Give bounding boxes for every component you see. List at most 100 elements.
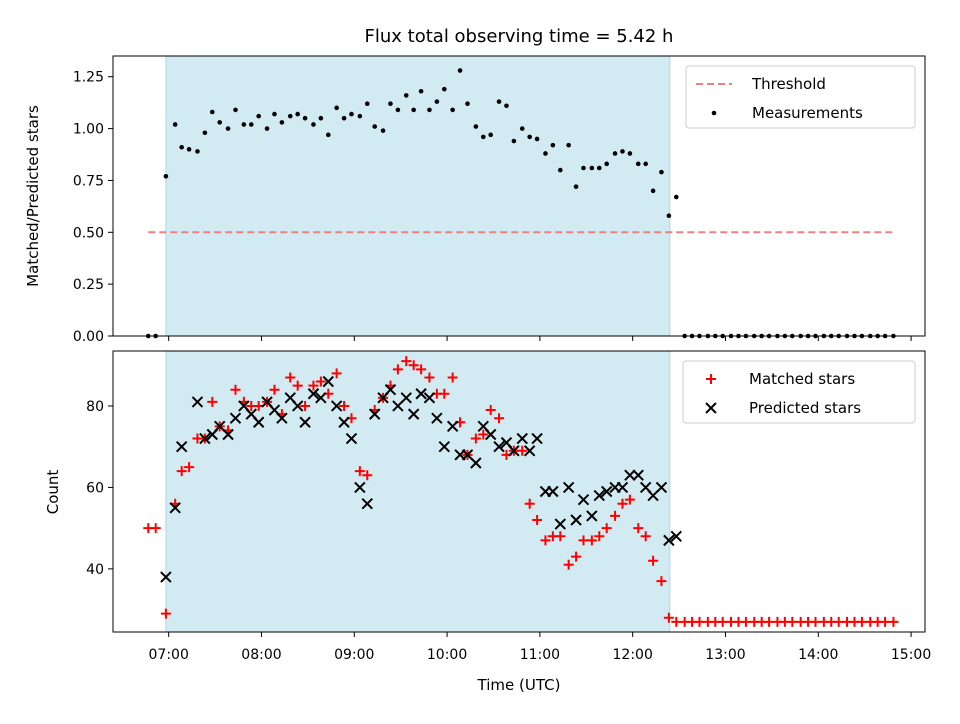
data-point	[447, 372, 458, 383]
data-point	[543, 151, 548, 156]
data-point	[411, 107, 416, 113]
data-point	[694, 616, 705, 627]
x-axis-label: Time (UTC)	[477, 676, 561, 694]
data-point	[643, 161, 648, 167]
data-point	[150, 523, 161, 534]
axes-frame	[112, 55, 926, 337]
data-point	[403, 93, 409, 98]
data-point	[511, 138, 517, 144]
data-point	[648, 555, 659, 566]
data-point	[372, 124, 377, 129]
x-tick-label: 13:00	[705, 647, 745, 663]
data-point	[717, 616, 728, 627]
data-point	[191, 396, 204, 408]
legend-label: Predicted stars	[749, 399, 861, 417]
data-point	[380, 128, 386, 133]
x-tick-label: 07:00	[149, 647, 189, 663]
chart-title: Flux total observing time = 5.42 h	[365, 26, 674, 47]
data-point	[880, 616, 891, 627]
data-point	[207, 396, 218, 407]
data-point	[616, 481, 629, 494]
data-point	[291, 400, 304, 412]
x-tick-label: 14:00	[798, 647, 838, 663]
data-point	[354, 466, 365, 477]
data-point	[225, 126, 231, 131]
data-point	[457, 68, 463, 73]
data-point	[362, 470, 373, 481]
data-point	[517, 445, 528, 456]
data-point	[450, 107, 455, 113]
data-point	[322, 375, 335, 388]
data-point	[199, 432, 211, 445]
data-point	[325, 132, 331, 138]
data-point	[160, 608, 171, 619]
data-point	[516, 432, 528, 445]
data-point	[787, 616, 798, 627]
y-tick-label: 0.75	[73, 173, 104, 189]
data-point	[172, 122, 178, 127]
data-point	[307, 388, 320, 400]
data-point	[169, 502, 181, 514]
data-point	[673, 194, 679, 200]
x-tick-label: 12:00	[613, 647, 653, 663]
observing-window-shade	[165, 55, 671, 337]
data-point	[810, 616, 821, 627]
data-point	[655, 481, 668, 494]
data-point	[330, 400, 343, 412]
data-point	[488, 132, 493, 138]
data-point	[331, 368, 342, 379]
data-point	[395, 107, 401, 113]
data-point	[308, 380, 319, 391]
data-point	[338, 416, 350, 428]
data-point	[222, 428, 234, 441]
data-point	[532, 515, 543, 526]
data-point	[248, 122, 254, 127]
data-point	[650, 188, 656, 194]
x-tick-label: 11:00	[520, 647, 560, 663]
y-tick-label: 0.00	[73, 329, 104, 345]
data-point	[480, 134, 486, 140]
data-point	[494, 413, 505, 424]
data-point	[392, 364, 403, 375]
data-point	[493, 440, 505, 453]
data-point	[554, 518, 567, 530]
data-point	[361, 498, 373, 510]
data-point	[408, 360, 419, 371]
data-point	[184, 462, 195, 473]
data-point	[604, 161, 609, 167]
data-point	[478, 429, 489, 440]
data-point	[833, 616, 844, 627]
data-point	[504, 103, 509, 109]
y-tick-label: 80	[86, 399, 104, 415]
data-point	[357, 113, 363, 119]
data-point	[349, 111, 354, 117]
data-point	[427, 107, 432, 113]
data-point	[635, 161, 641, 167]
data-point	[496, 99, 502, 104]
data-point	[229, 412, 242, 424]
data-point	[195, 149, 200, 154]
data-point	[285, 372, 296, 383]
data-point	[302, 115, 308, 121]
legend-box	[682, 360, 916, 424]
data-point	[624, 494, 635, 505]
legend-label: Threshold	[751, 75, 826, 93]
x-tick-label: 15:00	[891, 647, 931, 663]
data-point	[663, 612, 674, 623]
y-tick-label: 1.25	[73, 70, 104, 86]
y-tick-label: 0.25	[73, 277, 104, 293]
top-y-axis-label: Matched/Predicted stars	[24, 105, 42, 287]
data-point	[264, 126, 270, 131]
bottom-panel: Count Time (UTC) 40 60 80 07:00 08:00 09:00 10…	[44, 350, 931, 694]
data-point	[856, 616, 867, 627]
data-point	[523, 445, 536, 457]
legend-label: Matched stars	[749, 370, 855, 388]
data-point	[423, 392, 436, 404]
data-point	[888, 616, 899, 627]
data-point	[612, 151, 618, 156]
data-point	[269, 384, 280, 395]
data-point	[633, 523, 644, 534]
data-point	[209, 109, 215, 115]
data-point	[354, 481, 366, 494]
data-point	[434, 99, 440, 104]
